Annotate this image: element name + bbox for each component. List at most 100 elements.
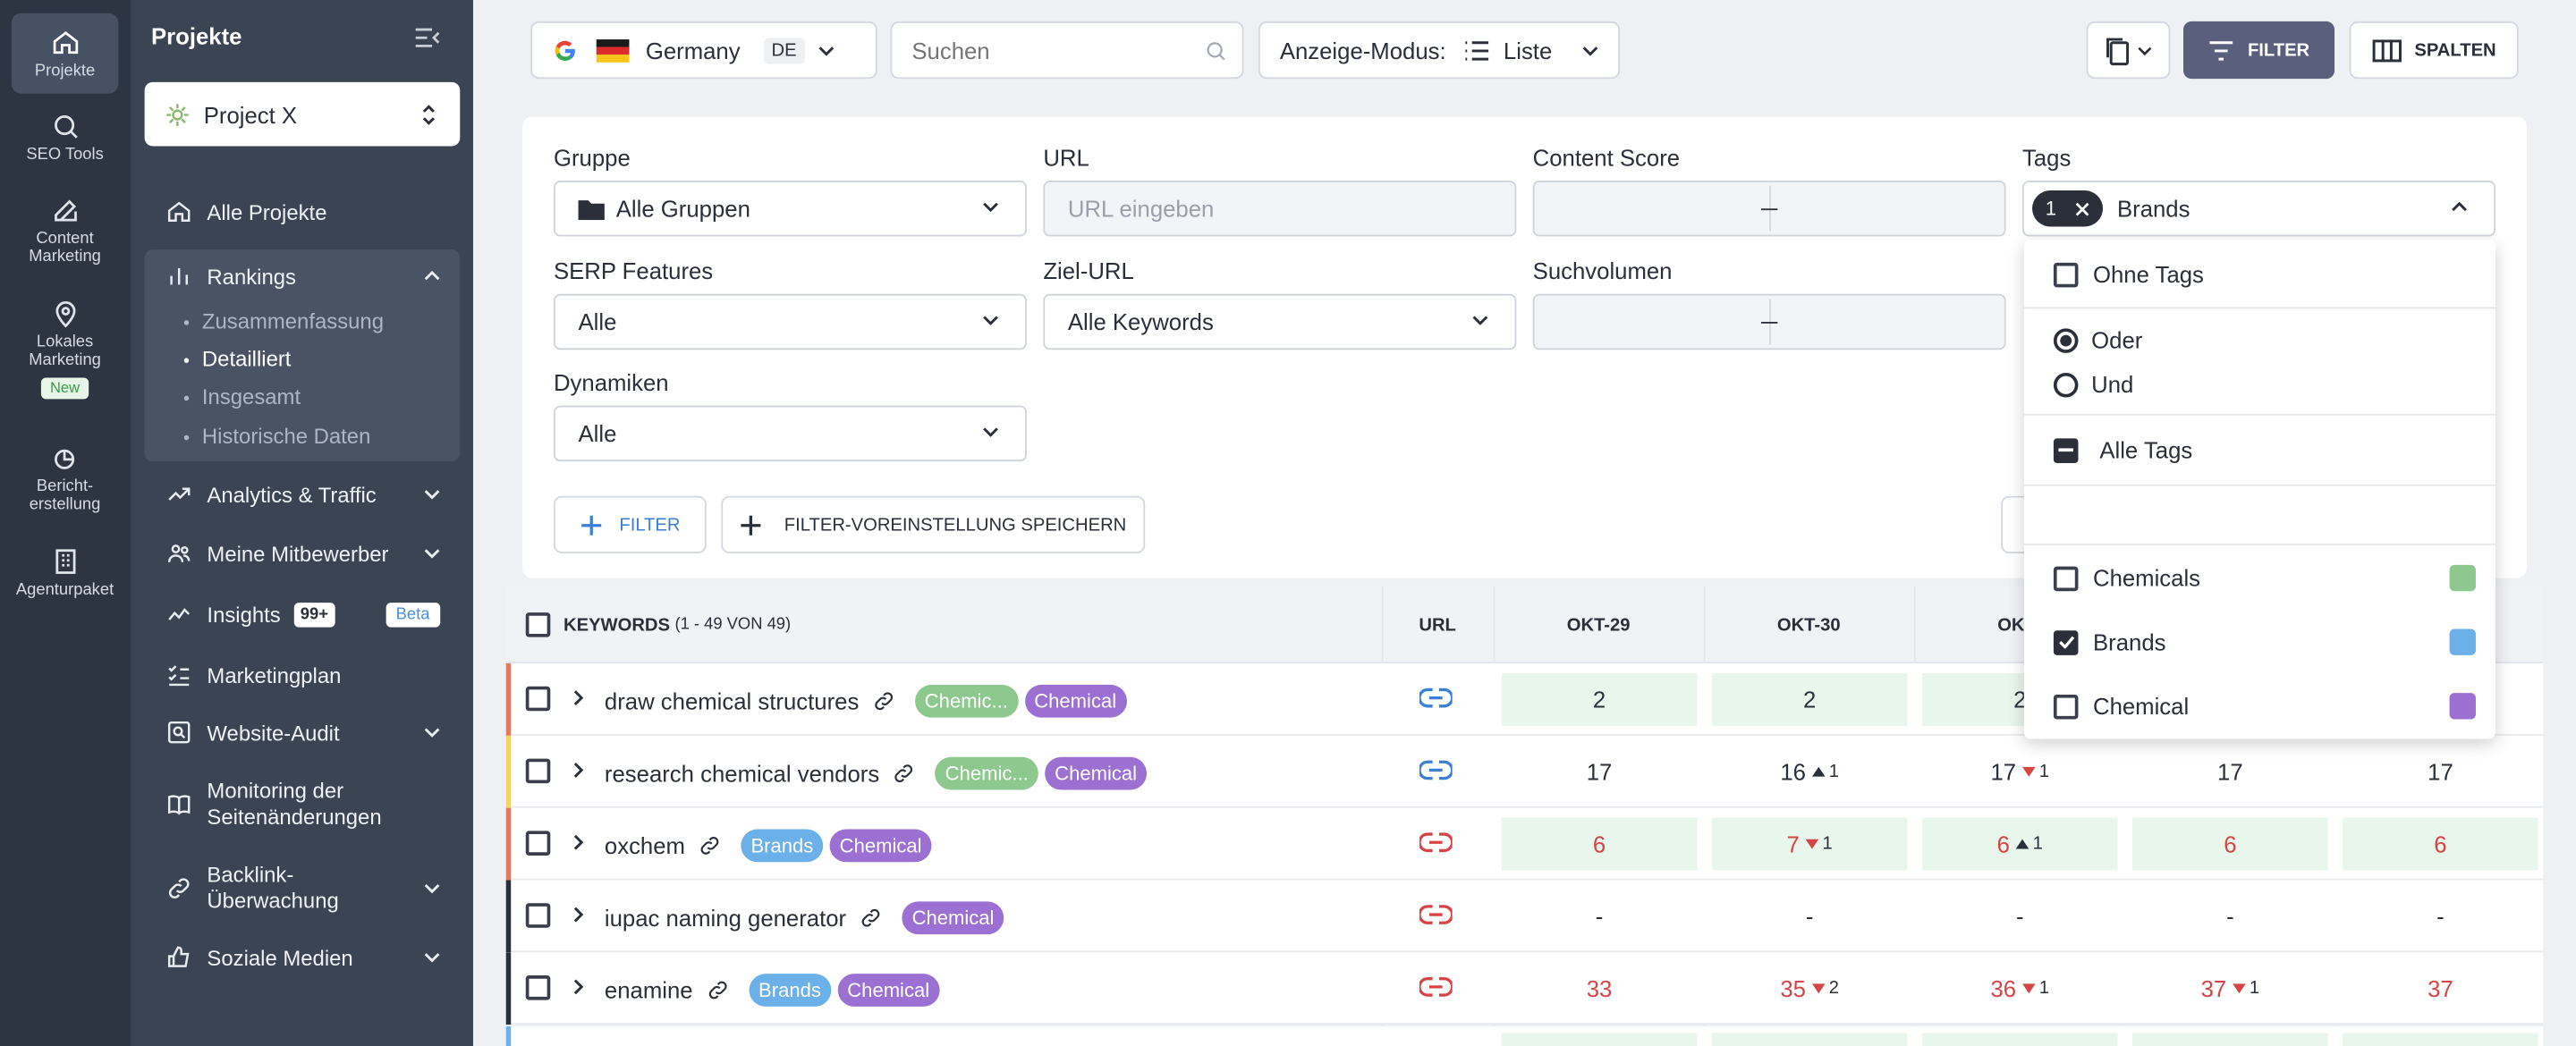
keyword-tag[interactable]: Chemical — [829, 829, 932, 863]
country-selector[interactable]: Germany DE — [530, 21, 877, 80]
expand-chevron-icon[interactable] — [573, 907, 584, 923]
keyword-text[interactable]: enamine — [604, 976, 693, 1004]
table-row[interactable]: oxchem Brands Chemical 6 7 1 6 1 6 6 — [505, 807, 2544, 881]
date-header[interactable]: OKT-29 — [1566, 614, 1631, 635]
url-link-icon[interactable] — [1419, 831, 1453, 854]
save-filter-preset-button[interactable]: FILTER-VOREINSTELLUNG SPEICHERN — [721, 495, 1146, 553]
nav-all-projects[interactable]: Alle Projekte — [131, 196, 473, 229]
keyword-text[interactable]: draw chemical structures — [604, 687, 860, 714]
tags-count-chip[interactable]: 1 — [2032, 190, 2103, 227]
link-icon[interactable] — [860, 907, 883, 930]
rail-item-reports[interactable]: Bericht-erstellung — [12, 443, 118, 514]
nav-backlinks[interactable]: Backlink-Überwachung — [131, 862, 473, 915]
project-selector[interactable]: Project X — [144, 81, 461, 147]
row-checkbox[interactable] — [525, 686, 551, 712]
columns-button[interactable]: SPALTEN — [2349, 21, 2519, 80]
group-select[interactable]: Alle Gruppen — [553, 181, 1027, 237]
dynamics-select[interactable]: Alle — [553, 405, 1027, 462]
link-icon[interactable] — [706, 979, 729, 1002]
keyword-text[interactable]: iupac naming generator — [604, 905, 847, 932]
checkbox[interactable] — [2053, 565, 2079, 591]
tag-option-chemicals[interactable]: Chemicals — [2053, 565, 2200, 591]
checkbox-checked[interactable] — [2053, 629, 2079, 654]
tags-select[interactable]: 1 Brands — [2022, 181, 2496, 237]
link-icon[interactable] — [699, 834, 722, 857]
url-input[interactable]: URL eingeben — [1043, 181, 1517, 237]
keyword-tag[interactable]: Chemical — [837, 974, 940, 1007]
collapse-sidebar-icon[interactable] — [414, 26, 440, 49]
table-row[interactable]: research chemical vendors Chemic... Chemic… — [505, 735, 2544, 808]
table-row[interactable]: iupac naming generator Chemical - - - - - — [505, 880, 2544, 953]
no-tags-option[interactable]: Ohne Tags — [2053, 261, 2204, 287]
tag-option-chemical[interactable]: Chemical — [2053, 693, 2189, 719]
url-link-icon[interactable] — [1419, 975, 1453, 999]
keyword-tag[interactable]: Brands — [741, 829, 824, 863]
rail-item-seo-tools[interactable]: SEO Tools — [12, 112, 118, 164]
url-link-icon[interactable] — [1419, 687, 1453, 710]
rail-item-content-marketing[interactable]: Content Marketing — [12, 196, 118, 266]
serp-select[interactable]: Alle — [553, 293, 1027, 350]
keyword-text[interactable]: research chemical vendors — [604, 760, 880, 787]
row-checkbox[interactable] — [525, 758, 551, 784]
nav-competitors[interactable]: Meine Mitbewerber — [131, 537, 473, 570]
checkbox[interactable] — [2053, 694, 2079, 719]
keyword-tag[interactable]: Chemic... — [935, 756, 1038, 790]
nav-rankings-summary[interactable]: Zusammenfassung — [183, 308, 384, 333]
nav-rankings-history[interactable]: Historische Daten — [183, 423, 371, 449]
row-checkbox[interactable] — [525, 831, 551, 856]
tag-search-field[interactable] — [2024, 486, 2496, 544]
checkbox[interactable] — [2053, 261, 2079, 287]
keywords-header[interactable]: KEYWORDS (1 - 49 VON 49) — [564, 614, 792, 635]
position-cell: 17 — [2217, 758, 2243, 785]
url-link-icon[interactable] — [1419, 903, 1453, 926]
url-link-icon[interactable] — [1419, 759, 1453, 782]
keyword-text[interactable]: oxchem — [604, 832, 685, 859]
url-header[interactable]: URL — [1419, 614, 1456, 635]
keyword-tag[interactable]: Chemical — [1024, 684, 1127, 718]
rail-item-projects[interactable]: Projekte — [11, 13, 119, 94]
radio-selected[interactable] — [2053, 327, 2079, 352]
rail-item-agency[interactable]: Agenturpaket — [12, 547, 118, 599]
add-filter-button[interactable]: FILTER — [553, 495, 707, 553]
row-checkbox[interactable] — [525, 903, 551, 928]
keyword-tag[interactable]: Chemic... — [914, 684, 1018, 718]
nav-analytics[interactable]: Analytics & Traffic — [131, 477, 473, 510]
select-all-checkbox[interactable] — [525, 612, 551, 637]
keyword-tag[interactable]: Chemical — [1045, 756, 1148, 790]
nav-insights[interactable]: Insights 99+ Beta — [131, 596, 473, 632]
close-icon[interactable] — [2074, 201, 2089, 216]
nav-website-audit[interactable]: Website-Audit — [131, 716, 473, 749]
search-volume-range[interactable] — [1532, 293, 2006, 350]
table-row[interactable]: enamine Brands Chemical 33 35 2 36 1 37 1 37 — [505, 952, 2544, 1025]
checkbox-indeterminate[interactable] — [2053, 437, 2079, 463]
link-icon[interactable] — [893, 762, 916, 785]
nav-rankings[interactable]: Rankings — [131, 259, 473, 292]
rail-item-local-marketing[interactable]: Lokales Marketing New — [12, 299, 118, 400]
date-header[interactable]: OKT-30 — [1776, 614, 1841, 635]
row-checkbox[interactable] — [525, 975, 551, 1000]
expand-chevron-icon[interactable] — [573, 834, 584, 850]
expand-chevron-icon[interactable] — [573, 979, 584, 995]
keyword-tag[interactable]: Chemical — [902, 901, 1004, 935]
search-input[interactable] — [892, 22, 1172, 78]
target-url-select[interactable]: Alle Keywords — [1043, 293, 1517, 350]
search-box[interactable] — [890, 21, 1244, 80]
and-radio-option[interactable]: Und — [2053, 371, 2133, 397]
keyword-tag[interactable]: Brands — [749, 974, 831, 1007]
or-radio-option[interactable]: Oder — [2053, 327, 2142, 353]
expand-chevron-icon[interactable] — [573, 689, 584, 705]
content-score-range[interactable] — [1532, 181, 2006, 237]
nav-rankings-detailed[interactable]: Detailliert — [183, 346, 292, 372]
link-icon[interactable] — [872, 689, 895, 713]
expand-chevron-icon[interactable] — [573, 762, 584, 778]
nav-rankings-overall[interactable]: Insgesamt — [183, 384, 301, 409]
nav-social[interactable]: Soziale Medien — [131, 941, 473, 974]
view-mode-selector[interactable]: Anzeige-Modus: Liste — [1258, 21, 1621, 80]
copy-menu-button[interactable] — [2086, 21, 2171, 80]
nav-marketing-plan[interactable]: Marketingplan — [131, 659, 473, 692]
all-tags-option[interactable]: Alle Tags — [2053, 437, 2192, 463]
tag-option-brands[interactable]: Brands — [2053, 628, 2165, 655]
nav-monitoring[interactable]: Monitoring der Seitenänderungen — [131, 779, 473, 831]
filter-toggle-button[interactable]: FILTER — [2183, 21, 2335, 80]
radio[interactable] — [2053, 372, 2079, 397]
